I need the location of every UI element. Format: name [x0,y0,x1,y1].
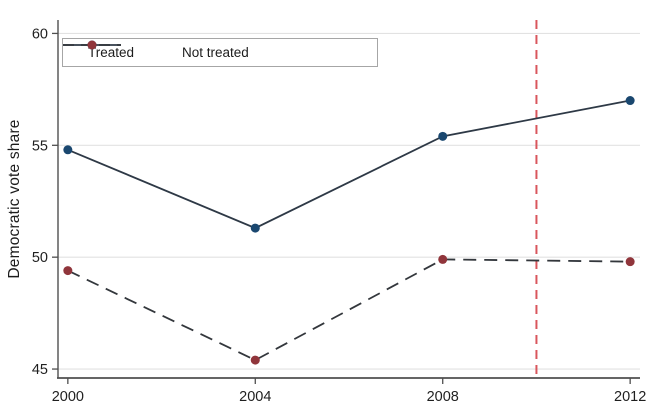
y-tick-label: 60 [32,26,48,42]
y-tick-label: 50 [32,250,48,266]
data-point-not-treated-2012 [625,257,635,267]
data-point-not-treated-2008 [438,254,448,264]
legend-label-treated: Treated [88,45,135,60]
series-line-treated [67,99,631,230]
legend-label-not-treated: Not treated [182,45,249,60]
y-axis-title: Democratic vote share [6,119,23,279]
data-point-treated-2012 [625,96,635,106]
y-tick-label: 45 [32,362,48,378]
legend: Treated Not treated [62,38,378,67]
data-point-treated-2008 [438,131,448,141]
data-point-not-treated-2000 [63,266,73,276]
legend-sample-not-treated-line-icon [63,40,121,50]
x-tick-label: 2012 [614,389,646,405]
legend-entry-not-treated: Not treated [63,40,249,60]
x-tick-label: 2000 [52,389,84,405]
series-line-not-treated [67,258,631,362]
data-point-treated-2004 [250,223,260,233]
legend-sample-marker-icon [87,40,97,50]
data-point-treated-2000 [63,145,73,155]
x-tick-label: 2004 [239,389,271,405]
y-tick-label: 55 [32,138,48,154]
data-point-not-treated-2004 [250,355,260,365]
x-tick-label: 2008 [427,389,459,405]
